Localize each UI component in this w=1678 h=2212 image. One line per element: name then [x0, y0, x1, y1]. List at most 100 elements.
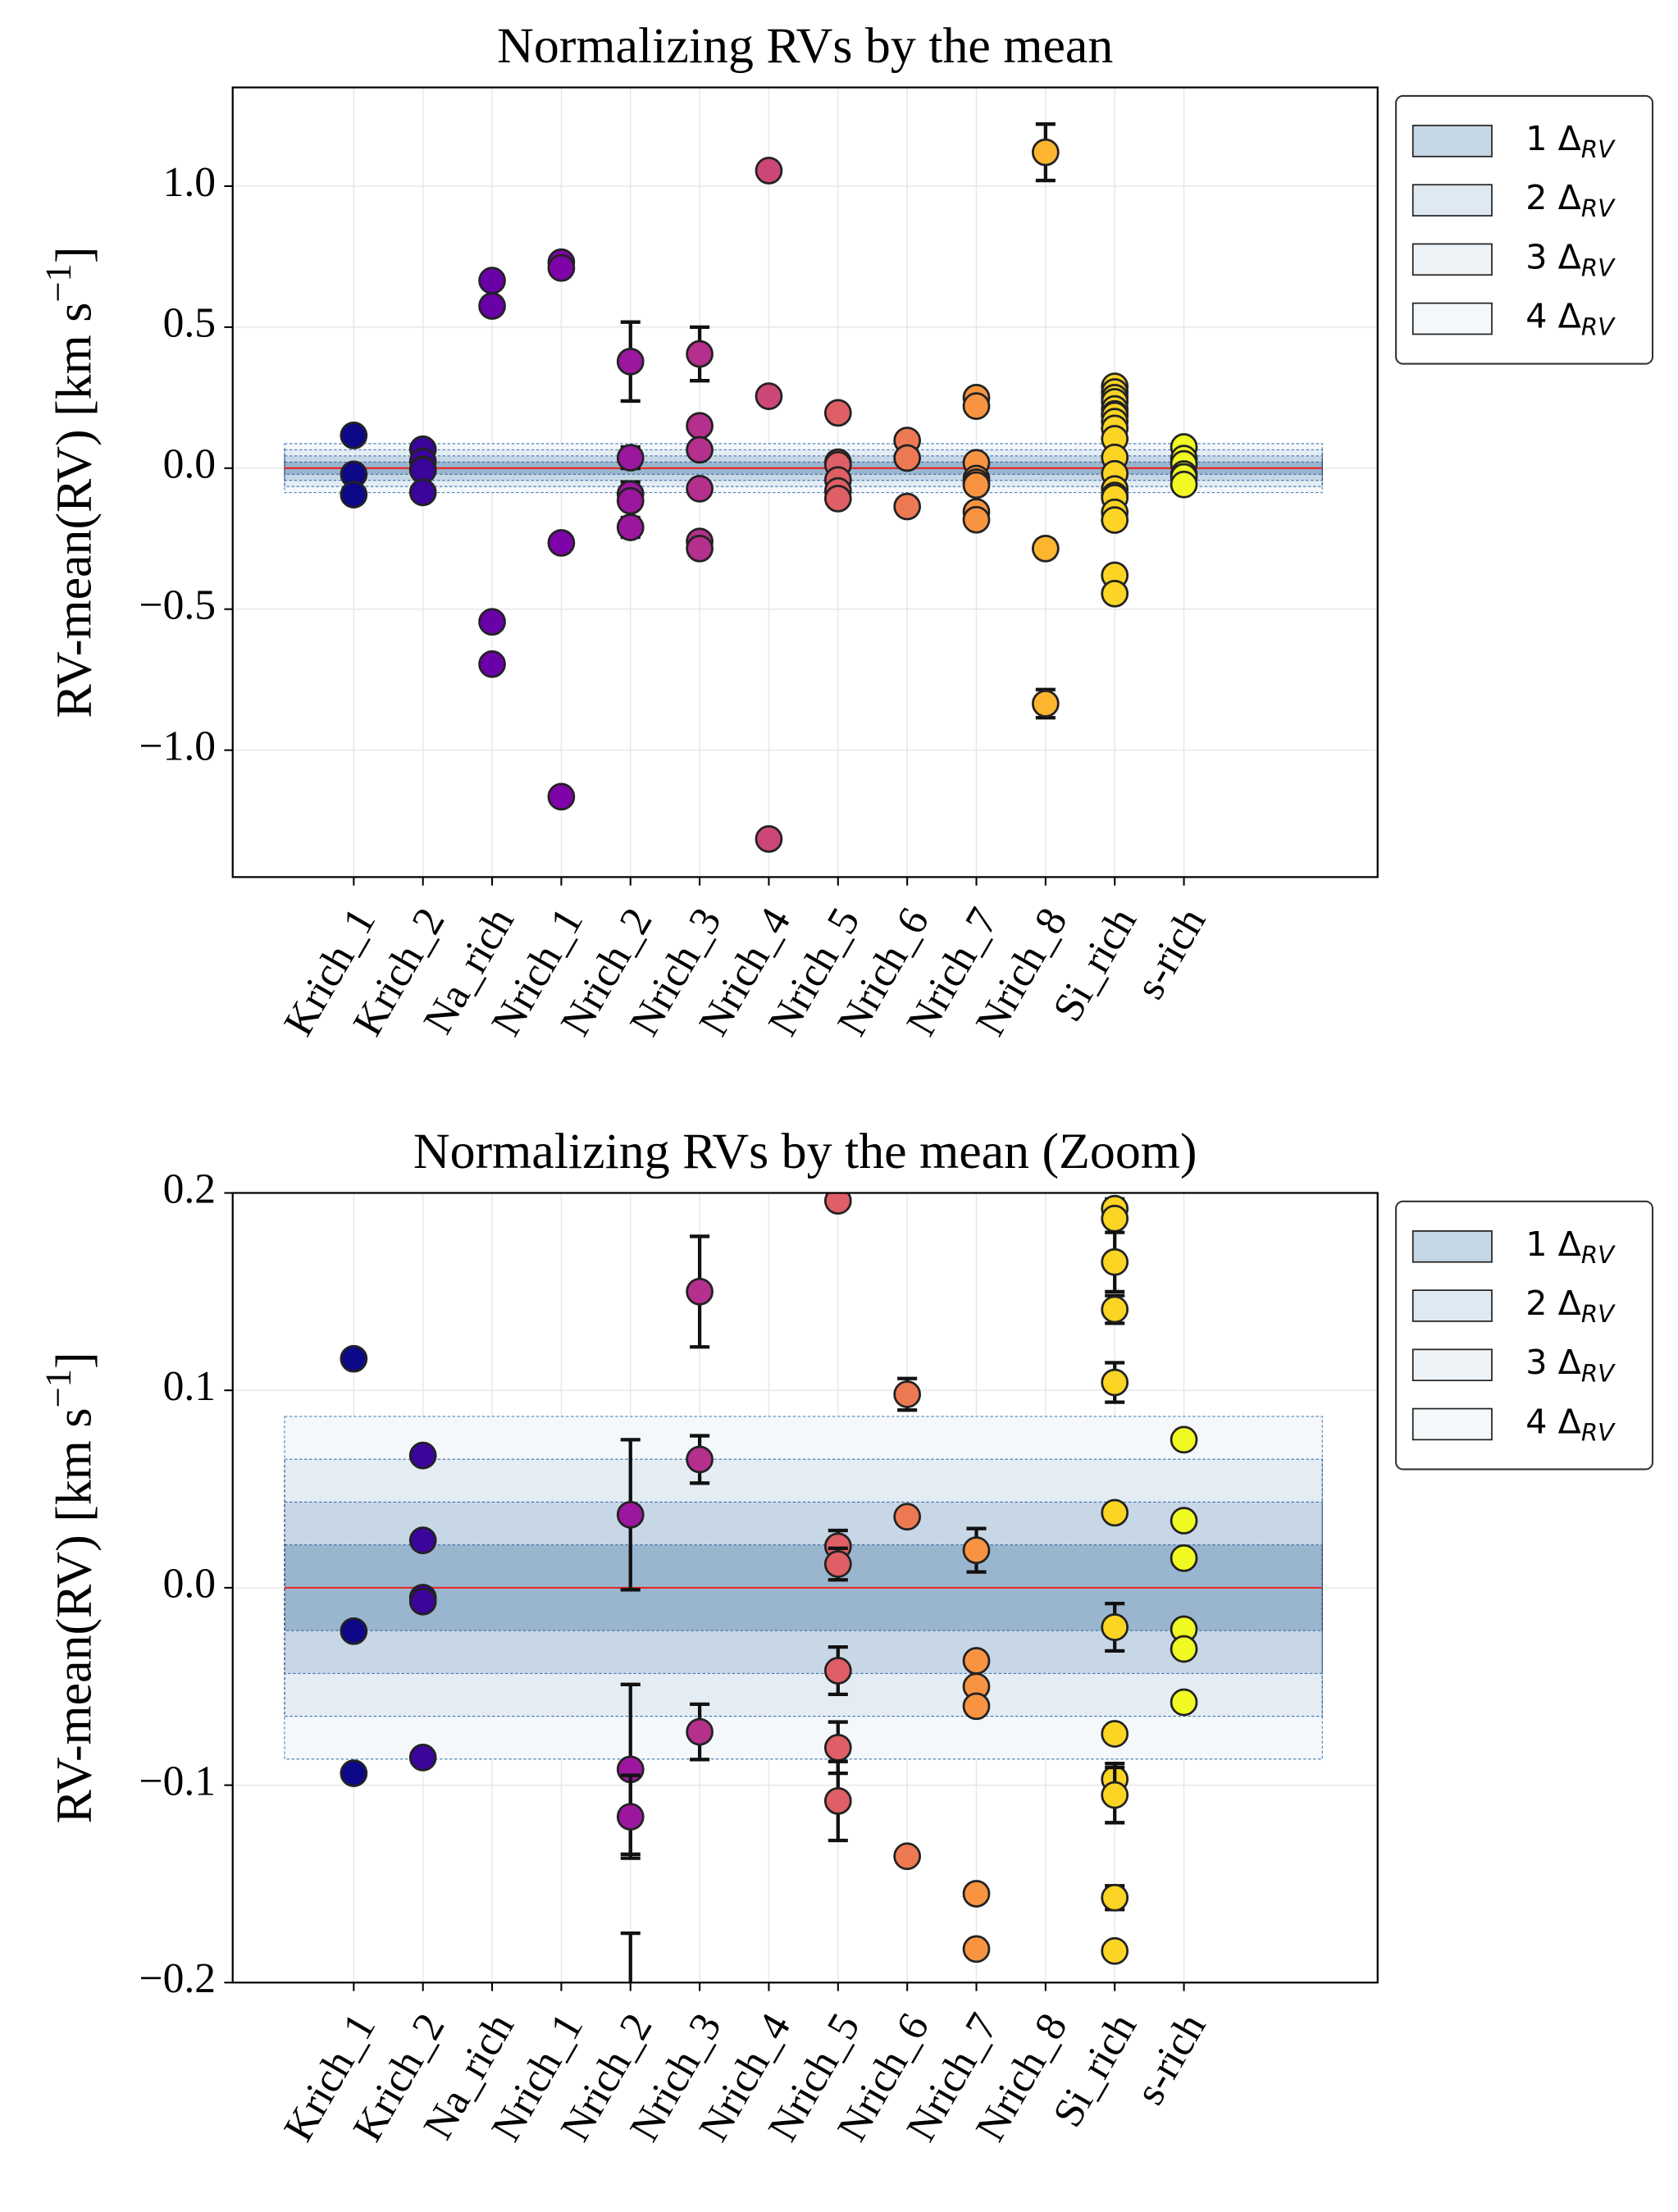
- chart-title: Normalizing RVs by the mean: [497, 18, 1113, 74]
- point: [686, 475, 714, 503]
- point: [616, 513, 645, 541]
- legend-label: 2 ΔRV: [1525, 1284, 1616, 1328]
- point: [962, 1692, 991, 1721]
- legend-swatch: [1411, 1407, 1493, 1441]
- point: [1170, 1688, 1198, 1717]
- legend-label-sub: RV: [1581, 135, 1616, 163]
- point: [616, 1500, 645, 1529]
- y-axis-label: RV-mean(RV) [km s−1]: [38, 1352, 103, 1823]
- legend-label-text: 3 Δ: [1525, 1343, 1581, 1382]
- point: [1101, 506, 1129, 534]
- point: [686, 340, 714, 368]
- y-axis-label-sup: −1: [38, 263, 79, 303]
- point: [755, 157, 783, 185]
- legend-label-sub: RV: [1581, 1241, 1616, 1269]
- y-tick-label: 0.0: [163, 1561, 216, 1608]
- legend-label-text: 2 Δ: [1525, 178, 1581, 217]
- point: [893, 444, 922, 472]
- legend-label-sub: RV: [1581, 194, 1616, 222]
- point: [1102, 1042, 1128, 1068]
- legend-swatch: [1411, 302, 1493, 335]
- point: [547, 529, 576, 557]
- legend-label-sub: RV: [1581, 1359, 1616, 1387]
- point: [478, 608, 506, 636]
- point: [823, 485, 852, 513]
- point: [616, 1803, 645, 1831]
- point: [616, 444, 645, 472]
- y-axis-label-text: RV-mean(RV) [km s: [47, 1408, 103, 1824]
- point: [686, 1277, 714, 1306]
- point: [823, 1193, 852, 1215]
- point: [408, 1744, 437, 1772]
- point: [1032, 138, 1060, 166]
- point: [1101, 1720, 1129, 1748]
- chart-title: Normalizing RVs by the mean (Zoom): [413, 1124, 1197, 1179]
- point: [823, 1657, 852, 1685]
- point: [823, 1550, 852, 1578]
- legend-swatch: [1411, 243, 1493, 276]
- point: [893, 492, 922, 521]
- point: [1102, 1002, 1128, 1028]
- legend-label: 2 ΔRV: [1525, 178, 1616, 222]
- point: [1170, 1544, 1198, 1572]
- point: [893, 1380, 922, 1408]
- x-tick-label: s-rich: [1126, 2005, 1215, 2112]
- y-tick-label: 0.2: [163, 1165, 216, 1212]
- point: [1101, 1295, 1129, 1324]
- legend-label: 4 ΔRV: [1525, 297, 1616, 341]
- legend-label: 3 ΔRV: [1525, 237, 1616, 281]
- legend-label: 1 ΔRV: [1525, 1225, 1616, 1269]
- point: [1170, 470, 1198, 499]
- y-axis-label-end: ]: [47, 247, 103, 264]
- point: [686, 436, 714, 464]
- legend-label-text: 3 Δ: [1525, 237, 1581, 276]
- point: [1033, 2137, 1058, 2163]
- point: [478, 292, 506, 320]
- point: [340, 422, 368, 449]
- y-tick-label: −0.5: [139, 582, 217, 629]
- legend-label-sub: RV: [1581, 313, 1616, 341]
- point: [547, 782, 576, 811]
- legend-label: 1 ΔRV: [1525, 119, 1616, 163]
- point: [962, 1935, 991, 1963]
- point: [616, 486, 645, 515]
- point: [408, 478, 437, 507]
- point: [962, 471, 991, 499]
- y-tick-label: 1.0: [163, 159, 216, 206]
- y-tick-label: −0.1: [139, 1758, 217, 1804]
- point: [1032, 534, 1060, 563]
- subplot: Normalizing RVs by the mean RV-mean(RV) […: [38, 18, 1654, 1043]
- point: [478, 650, 506, 678]
- point: [686, 1717, 714, 1746]
- point: [755, 382, 783, 410]
- point: [408, 1587, 437, 1616]
- legend-label: 3 ΔRV: [1525, 1343, 1616, 1387]
- point: [1170, 1635, 1198, 1663]
- point: [1170, 1507, 1198, 1535]
- point: [1101, 1247, 1129, 1276]
- point: [408, 1526, 437, 1554]
- point: [756, 1072, 782, 1097]
- y-axis-label-end: ]: [47, 1352, 103, 1369]
- point: [340, 481, 368, 509]
- legend-label: 4 ΔRV: [1525, 1402, 1616, 1446]
- legend-label-sub: RV: [1581, 1300, 1616, 1328]
- legend-swatch: [1411, 1348, 1493, 1382]
- legend-swatch: [1411, 184, 1493, 217]
- y-tick-label: −1.0: [139, 723, 217, 769]
- point: [1101, 579, 1129, 608]
- legend-swatch: [1411, 125, 1493, 157]
- legend-label-sub: RV: [1581, 253, 1616, 281]
- point: [1170, 1425, 1198, 1454]
- point: [755, 825, 783, 853]
- plot-area: [284, 1002, 1323, 2163]
- legend-label-text: 4 Δ: [1525, 297, 1581, 336]
- point: [340, 1344, 368, 1373]
- y-tick-label: 0.0: [163, 441, 216, 488]
- point: [340, 1617, 368, 1645]
- point: [547, 253, 576, 282]
- point: [616, 347, 645, 376]
- point: [962, 1880, 991, 1908]
- legend-box: [1395, 1200, 1654, 1471]
